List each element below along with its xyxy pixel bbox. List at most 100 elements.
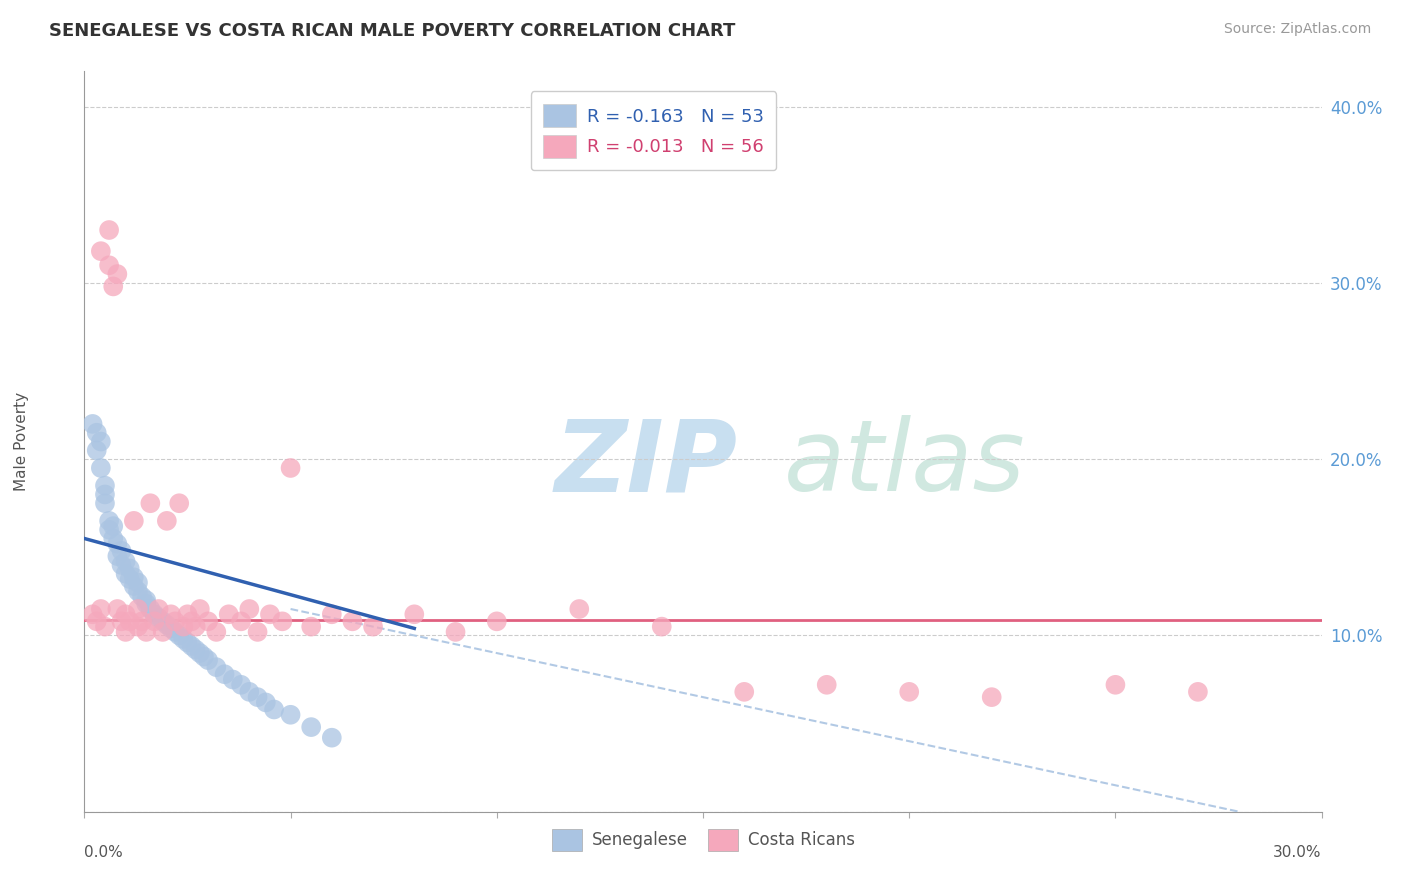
Point (110, 558, 132, 572)
Point (90, 244, 112, 259)
Point (180, 639, 202, 653)
Point (135, 593, 157, 607)
Point (321, 607, 343, 622)
Point (98, 523, 121, 537)
Point (444, 624, 467, 639)
Point (184, 619, 207, 633)
Point (94, 478, 117, 492)
Point (118, 615, 141, 629)
Text: Source: ZipAtlas.com: Source: ZipAtlas.com (1223, 22, 1371, 37)
Point (280, 461, 302, 475)
Point (152, 624, 174, 639)
Point (205, 660, 228, 674)
Text: 30.0%: 30.0% (1274, 845, 1322, 860)
Point (139, 602, 162, 616)
Point (98, 514, 121, 528)
Point (361, 619, 384, 633)
Point (127, 619, 149, 633)
Point (160, 607, 183, 622)
Point (222, 673, 245, 687)
Point (90, 434, 112, 449)
Point (103, 532, 125, 546)
Point (271, 615, 294, 629)
Point (127, 584, 149, 599)
Point (254, 695, 277, 709)
Point (82, 607, 104, 622)
Point (135, 624, 157, 639)
Point (114, 624, 136, 639)
Point (143, 607, 166, 622)
Point (98, 258, 121, 272)
Point (118, 561, 141, 575)
Point (815, 678, 838, 692)
Point (229, 678, 252, 692)
Point (114, 554, 136, 568)
Point (280, 707, 302, 722)
Point (229, 615, 252, 629)
Point (193, 649, 215, 664)
Point (246, 624, 269, 639)
Point (172, 632, 194, 646)
Point (238, 602, 260, 616)
Point (299, 619, 322, 633)
Point (148, 611, 170, 625)
Point (110, 615, 132, 629)
Point (105, 602, 128, 616)
Text: ZIP: ZIP (554, 416, 738, 512)
Point (188, 602, 211, 616)
Point (214, 667, 236, 681)
Point (299, 720, 322, 734)
Point (86, 425, 108, 440)
Point (197, 653, 219, 667)
Point (90, 602, 112, 616)
Point (156, 514, 179, 528)
Y-axis label: Male Poverty: Male Poverty (14, 392, 28, 491)
Point (980, 690, 1002, 705)
Point (205, 624, 228, 639)
Point (103, 279, 125, 293)
Point (165, 624, 187, 639)
Point (122, 570, 145, 584)
Point (148, 602, 170, 616)
Point (131, 615, 153, 629)
Legend: Senegalese, Costa Ricans: Senegalese, Costa Ricans (543, 821, 863, 859)
Point (82, 417, 104, 431)
Point (98, 223, 121, 237)
Point (122, 514, 145, 528)
Point (246, 690, 269, 705)
Point (143, 615, 166, 629)
Point (105, 537, 128, 551)
Text: atlas: atlas (783, 416, 1025, 512)
Point (568, 602, 591, 616)
Text: 0.0%: 0.0% (84, 845, 124, 860)
Point (176, 607, 198, 622)
Point (733, 685, 755, 699)
Point (122, 579, 145, 593)
Point (127, 575, 149, 590)
Point (139, 496, 162, 510)
Point (263, 702, 285, 716)
Point (105, 267, 128, 281)
Point (156, 618, 179, 632)
Point (651, 619, 673, 633)
Text: SENEGALESE VS COSTA RICAN MALE POVERTY CORRELATION CHART: SENEGALESE VS COSTA RICAN MALE POVERTY C… (49, 22, 735, 40)
Point (110, 544, 132, 558)
Point (131, 590, 153, 604)
Point (105, 549, 128, 563)
Point (135, 597, 157, 611)
Point (167, 628, 190, 642)
Point (404, 607, 426, 622)
Point (118, 572, 141, 586)
Point (259, 607, 281, 622)
Point (94, 487, 117, 501)
Point (94, 496, 117, 510)
Point (90, 461, 112, 475)
Point (165, 615, 187, 629)
Point (321, 731, 343, 745)
Point (152, 615, 174, 629)
Point (94, 619, 117, 633)
Point (238, 685, 260, 699)
Point (485, 615, 508, 629)
Point (184, 642, 207, 657)
Point (180, 615, 202, 629)
